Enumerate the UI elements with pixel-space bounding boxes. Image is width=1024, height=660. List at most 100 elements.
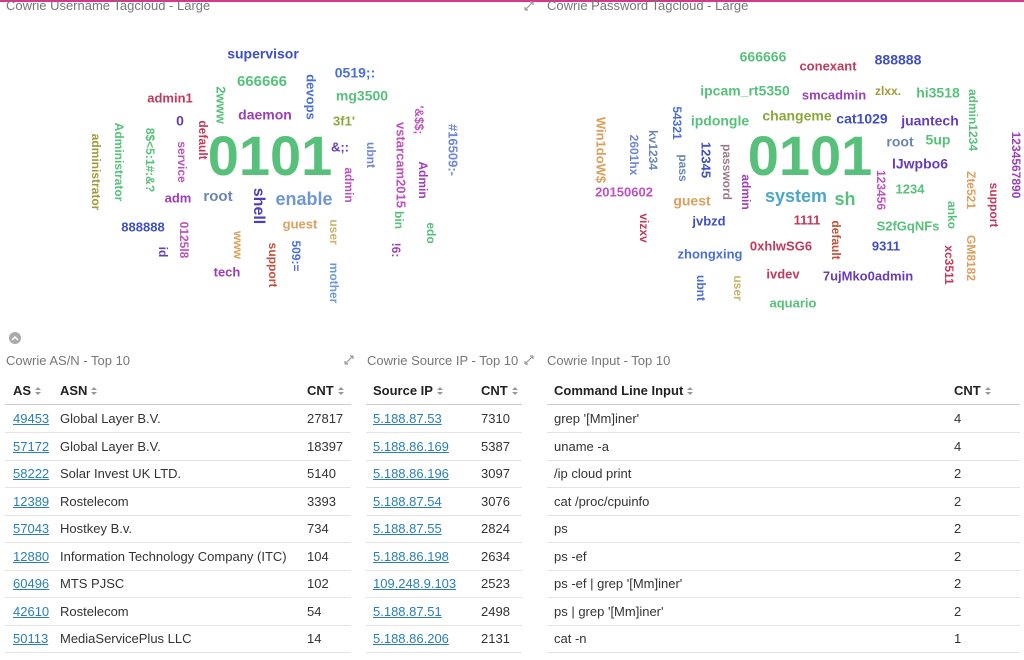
cloud-word[interactable]: user — [327, 219, 341, 245]
table-link[interactable]: 60496 — [13, 576, 50, 591]
cloud-word[interactable]: 888888 — [875, 52, 922, 68]
cloud-word[interactable]: 0101 — [748, 124, 873, 187]
cloud-word[interactable]: Administrator — [112, 123, 126, 202]
cloud-word[interactable]: kv1234 — [646, 130, 660, 170]
cloud-word[interactable]: anko — [945, 201, 959, 229]
column-header[interactable]: CNT — [954, 383, 981, 398]
sort-icon[interactable] — [90, 386, 98, 396]
cloud-word[interactable]: 123456 — [874, 170, 888, 210]
cloud-word[interactable]: adm — [165, 190, 192, 205]
column-header[interactable]: CNT — [481, 383, 508, 398]
cloud-word[interactable]: edo — [424, 222, 438, 243]
expand-icon[interactable] — [524, 1, 534, 11]
cloud-word[interactable]: devops — [304, 74, 319, 120]
column-header[interactable]: Source IP — [373, 383, 433, 398]
cloud-word[interactable]: support — [266, 243, 280, 288]
sort-icon[interactable] — [436, 386, 444, 396]
cloud-word[interactable]: admin1 — [147, 90, 193, 105]
cloud-word[interactable]: Win1doW$ — [594, 117, 609, 184]
table-link[interactable]: 58222 — [13, 466, 50, 481]
column-header[interactable]: AS — [13, 383, 32, 398]
cloud-word[interactable]: root — [203, 188, 232, 205]
cloud-word[interactable]: administrator — [89, 134, 103, 211]
cloud-word[interactable]: admin — [342, 167, 356, 202]
cloud-word[interactable]: daemon — [238, 107, 292, 123]
table-link[interactable]: 57172 — [13, 438, 50, 454]
table-link[interactable]: 42610 — [13, 603, 50, 619]
table-link[interactable]: 5.188.86.196 — [373, 466, 449, 481]
cloud-word[interactable]: enable — [275, 189, 332, 209]
sort-icon[interactable] — [337, 386, 345, 396]
table-link[interactable]: 12880 — [13, 548, 50, 564]
cloud-word[interactable]: 0 — [176, 113, 184, 129]
cloud-word[interactable]: system — [765, 186, 827, 206]
cloud-word[interactable]: guest — [673, 193, 711, 209]
cloud-word[interactable]: ubnt — [364, 142, 378, 168]
cloud-word[interactable]: user — [731, 275, 745, 301]
cloud-word[interactable]: vizxv — [637, 213, 651, 243]
cloud-word[interactable]: default — [829, 220, 843, 259]
table-link[interactable]: 5.188.87.53 — [373, 411, 442, 426]
cloud-word[interactable]: 666666 — [237, 73, 287, 90]
table-link[interactable]: 5.188.87.51 — [373, 603, 442, 619]
cloud-word[interactable]: 12345 — [699, 142, 714, 178]
cloud-word[interactable]: 1234567890 — [1009, 132, 1023, 199]
cloud-word[interactable]: root — [886, 134, 914, 150]
sort-icon[interactable] — [984, 386, 992, 396]
collapse-icon[interactable] — [9, 332, 21, 344]
cloud-word[interactable]: vstarcam2015 — [394, 122, 409, 208]
cloud-word[interactable]: juantech — [900, 113, 959, 129]
table-link[interactable]: 12389 — [13, 493, 50, 509]
cloud-word[interactable]: jvbzd — [691, 213, 725, 228]
cloud-word[interactable]: admin1234 — [966, 89, 980, 151]
cloud-word[interactable]: cat1029 — [836, 111, 888, 127]
table-link[interactable]: 50113 — [13, 631, 49, 646]
cloud-word[interactable]: 0101 — [208, 124, 333, 187]
cloud-word[interactable]: S2fGqNFs — [877, 218, 940, 233]
cloud-word[interactable]: smcadmin — [802, 87, 866, 102]
cloud-word[interactable]: lJwpbo6 — [892, 156, 948, 172]
cloud-word[interactable]: mother — [327, 263, 341, 304]
cloud-word[interactable]: 666666 — [740, 49, 787, 65]
cloud-word[interactable]: supervisor — [227, 46, 299, 62]
cloud-word[interactable]: changeme — [762, 108, 831, 124]
cloud-word[interactable]: ubnt — [694, 275, 708, 301]
cloud-word[interactable]: ipdongle — [691, 113, 750, 129]
cloud-word[interactable]: pass — [676, 154, 690, 182]
column-header[interactable]: CNT — [307, 383, 334, 398]
cloud-word[interactable]: sh — [834, 189, 855, 209]
cloud-word[interactable]: #16509:- — [446, 124, 461, 176]
cloud-word[interactable]: conexant — [799, 58, 857, 73]
cloud-word[interactable]: &;: — [331, 139, 349, 154]
cloud-word[interactable]: 0519;: — [335, 65, 375, 81]
table-link[interactable]: 5.188.87.54 — [373, 493, 442, 509]
cloud-word[interactable]: support — [987, 183, 1001, 228]
cloud-word[interactable]: Admin — [416, 161, 430, 198]
table-link[interactable]: 57043 — [13, 521, 50, 536]
cloud-word[interactable]: 2601hx — [627, 135, 641, 176]
column-header[interactable]: ASN — [60, 383, 88, 398]
cloud-word[interactable]: xc3511 — [942, 245, 956, 285]
table-link[interactable]: 5.188.86.206 — [373, 631, 449, 646]
cloud-word[interactable]: 0125l8 — [177, 222, 191, 259]
cloud-word[interactable]: 54321 — [670, 106, 684, 140]
expand-icon[interactable] — [524, 355, 534, 365]
cloud-word[interactable]: shell — [250, 188, 267, 224]
cloud-word[interactable]: '&$$; — [412, 106, 426, 135]
table-link[interactable]: 49453 — [13, 411, 50, 426]
cloud-word[interactable]: 5up — [926, 132, 951, 148]
cloud-word[interactable]: service — [175, 141, 189, 183]
cloud-word[interactable]: ipcam_rt5350 — [700, 83, 790, 99]
cloud-word[interactable]: hi3518 — [916, 85, 960, 101]
cloud-word[interactable]: 2www — [214, 86, 229, 124]
cloud-word[interactable]: admin — [739, 174, 753, 209]
expand-icon[interactable] — [344, 355, 354, 365]
cloud-word[interactable]: 509:= — [289, 240, 303, 271]
cloud-word[interactable]: password — [720, 144, 734, 200]
cloud-word[interactable]: 20150602 — [595, 184, 653, 199]
cloud-word[interactable]: zhongxing — [678, 246, 743, 261]
cloud-word[interactable]: Zte521 — [964, 171, 978, 209]
cloud-word[interactable]: guest — [283, 216, 318, 231]
table-link[interactable]: 109.248.9.103 — [373, 576, 457, 591]
cloud-word[interactable]: bin — [392, 211, 406, 229]
